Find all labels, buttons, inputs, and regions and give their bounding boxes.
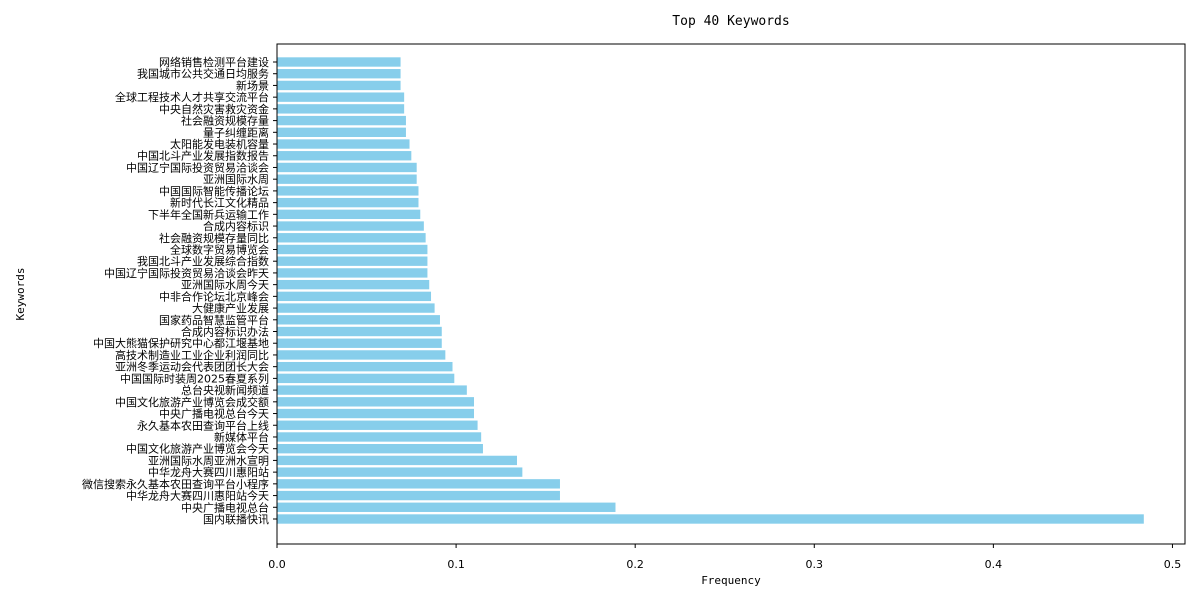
- category-label: 中国辽宁国际投资贸易洽谈会: [126, 160, 269, 174]
- bar: [277, 490, 560, 501]
- bar: [277, 174, 417, 184]
- bar: [277, 397, 475, 407]
- category-label: 中国北斗产业发展指数报告: [137, 149, 269, 163]
- plot-frame: [276, 43, 1186, 545]
- bar: [277, 115, 406, 126]
- category-label: 大健康产业发展: [192, 301, 269, 315]
- bar: [277, 385, 467, 395]
- category-label: 中国国际智能传播论坛: [159, 184, 269, 198]
- bar: [277, 338, 442, 348]
- category-label: 高技术制造业工业企业利润同比: [115, 348, 269, 362]
- bar: [277, 467, 523, 477]
- bar: [277, 315, 440, 325]
- category-label: 新时代长江文化精品: [170, 196, 269, 210]
- bar: [277, 326, 442, 337]
- bar: [277, 80, 401, 91]
- category-label: 中华龙舟大赛四川惠阳站: [148, 465, 269, 479]
- bar: [277, 279, 430, 290]
- bar: [277, 502, 616, 512]
- category-label: 亚洲国际水周亚洲水宣明: [148, 453, 269, 467]
- category-label: 量子纠缠距离: [203, 125, 269, 139]
- x-ticks-group: 0.0 0.1 0.2 0.3 0.4 0.5: [268, 544, 1181, 571]
- bar: [277, 350, 446, 360]
- category-label: 中非合作论坛北京峰会: [159, 289, 269, 303]
- category-label: 亚洲国际水周: [203, 173, 269, 186]
- category-label: 永久基本农田查询平台上线: [137, 418, 269, 432]
- bar: [277, 197, 419, 208]
- x-tick-label: 0.2: [626, 558, 644, 571]
- bar: [277, 420, 478, 430]
- category-label: 合成内容标识办法: [181, 325, 269, 339]
- category-label: 新场景: [236, 78, 269, 92]
- category-label: 中国大熊猫保护研究中心都江堰基地: [93, 336, 269, 350]
- bar: [277, 361, 453, 372]
- bar: [277, 373, 455, 384]
- category-label: 新媒体平台: [214, 430, 269, 444]
- y-axis-title: Keywords: [14, 268, 27, 321]
- category-label: 网络销售检测平台建设: [159, 55, 269, 69]
- category-label: 社会融资规模存量同比: [159, 231, 269, 245]
- bar: [277, 514, 1144, 524]
- bar: [277, 221, 424, 231]
- bar: [277, 432, 482, 442]
- bar: [277, 92, 405, 102]
- x-tick-label: 0.0: [268, 558, 286, 571]
- bar: [277, 408, 475, 419]
- category-label: 合成内容标识: [203, 219, 269, 233]
- category-label: 社会融资规模存量: [181, 114, 269, 128]
- bar: [277, 444, 483, 454]
- bar: [277, 256, 428, 266]
- bar: [277, 303, 435, 313]
- bar: [277, 479, 560, 489]
- bar: [277, 69, 401, 79]
- category-label: 总台央视新闻频道: [181, 383, 269, 397]
- category-label: 全球数字贸易博览会: [170, 242, 269, 256]
- bar: [277, 151, 412, 161]
- bar: [277, 104, 405, 114]
- x-axis-title: Frequency: [701, 574, 761, 587]
- x-tick-label: 0.3: [806, 558, 824, 571]
- category-label: 太阳能发电装机容量: [170, 137, 269, 151]
- bar: [277, 127, 406, 137]
- bar: [277, 233, 426, 243]
- category-label: 中国文化旅游产业博览会成交额: [115, 395, 269, 409]
- category-label: 中华龙舟大赛四川惠阳站今天: [126, 489, 269, 503]
- chart-title: Top 40 Keywords: [672, 14, 789, 29]
- category-label: 国内联播快讯: [203, 512, 269, 526]
- category-label: 中国文化旅游产业博览会今天: [126, 442, 269, 456]
- category-label: 下半年全国新兵运输工作: [148, 207, 269, 221]
- category-label: 亚洲冬季运动会代表团团长大会: [115, 360, 269, 374]
- category-label: 中国辽宁国际投资贸易洽谈会昨天: [104, 266, 269, 280]
- bar: [277, 244, 428, 255]
- x-tick-label: 0.4: [985, 558, 1003, 571]
- category-label: 国家药品智慧监管平台: [159, 313, 269, 327]
- bar: [277, 209, 421, 220]
- category-label: 我国北斗产业发展综合指数: [137, 254, 269, 268]
- bar: [277, 162, 417, 173]
- x-tick-label: 0.1: [447, 558, 465, 571]
- bar: [277, 455, 517, 466]
- category-label: 全球工程技术人才共享交流平台: [115, 90, 269, 104]
- category-labels-group: 国内联播快讯中央广播电视总台中华龙舟大赛四川惠阳站今天微信搜索永久基本农田查询平…: [82, 55, 277, 526]
- category-label: 中国国际时装周2025春夏系列: [120, 371, 269, 385]
- bar: [277, 268, 428, 278]
- x-tick-label: 0.5: [1164, 558, 1182, 571]
- category-label: 中央广播电视总台今天: [159, 407, 269, 421]
- bar: [277, 186, 419, 196]
- bar: [277, 57, 401, 67]
- category-label: 微信搜索永久基本农田查询平台小程序: [82, 477, 269, 491]
- category-label: 亚洲国际水周今天: [181, 278, 269, 292]
- category-label: 我国城市公共交通日均服务: [137, 67, 269, 81]
- bar: [277, 139, 410, 149]
- bars-group: [277, 57, 1144, 524]
- category-label: 中央自然灾害救灾资金: [159, 102, 269, 116]
- bar: [277, 291, 432, 302]
- category-label: 中央广播电视总台: [181, 500, 269, 514]
